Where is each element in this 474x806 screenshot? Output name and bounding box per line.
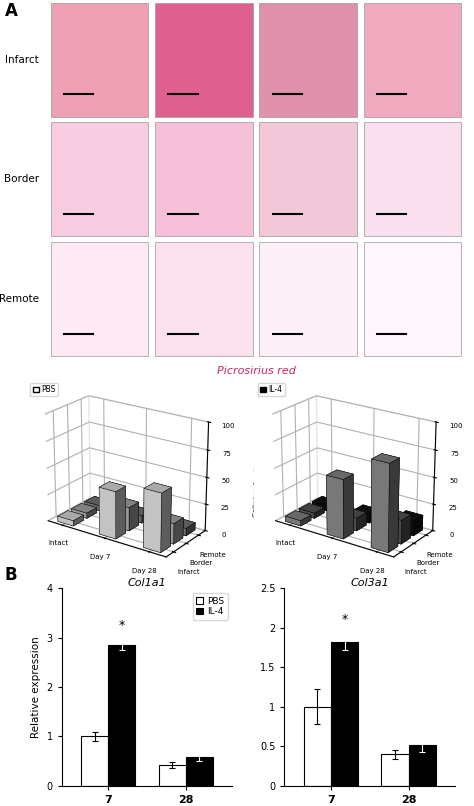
Text: A: A [5,2,18,19]
Text: *: * [118,619,125,633]
Bar [159,765,186,786]
Bar [108,645,135,786]
Y-axis label: Relative expression: Relative expression [31,636,41,738]
Title: Col3a1: Col3a1 [350,578,389,588]
Bar [382,754,409,786]
Text: Remote: Remote [0,294,39,304]
Text: Infarct: Infarct [5,55,39,64]
Text: Picrosirius red: Picrosirius red [217,366,295,376]
Bar [304,707,331,786]
Bar [186,757,213,786]
Bar [81,737,108,786]
Bar [409,745,436,786]
Legend: PBS, IL-4: PBS, IL-4 [192,593,228,620]
Title: Col1a1: Col1a1 [128,578,166,588]
Legend: PBS: PBS [30,383,58,397]
Text: Border: Border [4,174,39,185]
Bar [331,642,358,786]
Text: B: B [5,567,18,584]
Text: *: * [341,613,347,626]
Legend: IL-4: IL-4 [258,383,285,397]
